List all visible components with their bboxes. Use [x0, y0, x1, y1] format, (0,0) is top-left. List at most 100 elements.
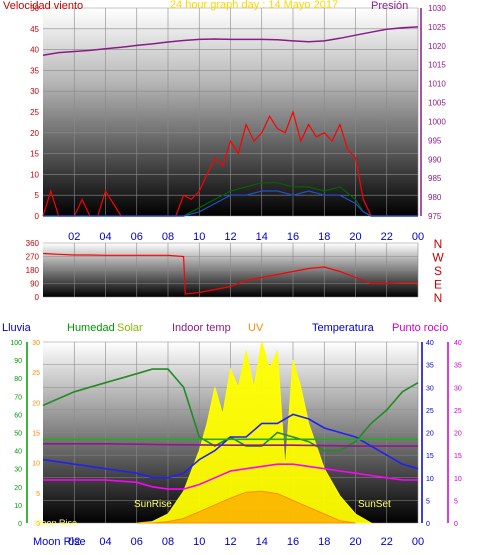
- tick-label-rain: 20: [32, 400, 40, 407]
- tick-label-humidity: 80: [14, 376, 22, 383]
- tick-label-pressure: 980: [428, 193, 442, 202]
- tick-label-humidity: 0: [18, 521, 22, 528]
- series-temp-humidity: [42, 341, 419, 524]
- tick-label-wind-speed: 45: [30, 25, 39, 34]
- tick-label-rain: 30: [32, 340, 40, 347]
- y-axis-humidity: 0 10 20 30 40 50 60 70 80 90 100: [10, 340, 28, 528]
- tick-label-humidity: 60: [14, 412, 22, 419]
- sunrise-annotation: SunRise: [134, 499, 172, 510]
- tick-label-pressure: 975: [428, 212, 442, 221]
- tick-label-rain: 10: [32, 461, 40, 468]
- sunset-annotation: SunSet: [358, 499, 391, 510]
- tick-label-dew-point: 10: [454, 476, 462, 483]
- tick-label-direction: 270: [26, 253, 40, 262]
- tick-label-temperature: 40: [426, 340, 434, 347]
- series-indoor-temp: [43, 442, 418, 447]
- pressure-axis-label: Presión: [371, 0, 408, 12]
- tick-label-temperature: 20: [426, 431, 434, 438]
- tick-label-pressure: 1010: [428, 80, 446, 89]
- tick-label-rain: 0: [36, 521, 40, 528]
- tick-label-humidity: 70: [14, 394, 22, 401]
- tick-label-wind-speed: 50: [30, 4, 39, 13]
- tick-label-hour: 20: [349, 231, 361, 243]
- chart-title: 24 hour graph day : 14 Mayo 2017: [170, 0, 338, 11]
- tick-label-hour: 14: [256, 536, 268, 548]
- tick-label-hour: 12: [224, 536, 236, 548]
- tick-label-pressure: 1025: [428, 23, 446, 32]
- tick-label-humidity: 100: [10, 340, 22, 347]
- y-axis-pressure: 975 980 985 990 995 1000 1005 1010 1015 1020 1025 1…: [420, 4, 446, 221]
- tick-label-pressure: 1000: [428, 117, 446, 126]
- tick-label-hour: 04: [99, 536, 111, 548]
- tick-label-wind-speed: 5: [35, 191, 40, 200]
- moonrise-annotation-small: Moon Rise: [34, 518, 77, 528]
- tick-label-hour: 00: [412, 231, 424, 243]
- tick-label-direction: 90: [30, 280, 39, 289]
- tick-label-pressure: 1020: [428, 42, 446, 51]
- tick-label-wind-speed: 35: [30, 66, 39, 75]
- y-axis-wind-speed: 0 5 10 15 20 25 30 35 40 45 50: [30, 4, 39, 221]
- tick-label-dew-point: 20: [454, 431, 462, 438]
- compass-label-w: W: [432, 251, 444, 265]
- tick-label-hour: 10: [193, 536, 205, 548]
- tick-label-pressure: 995: [428, 136, 442, 145]
- tick-label-temperature: 0: [426, 521, 430, 528]
- tick-label-hour: 14: [256, 231, 268, 243]
- tick-label-hour: 22: [381, 536, 393, 548]
- tick-label-pressure: 1030: [428, 4, 446, 13]
- compass-label-n: N: [434, 291, 443, 305]
- tick-label-wind-speed: 15: [30, 150, 39, 159]
- series-viento-medio: [43, 190, 418, 217]
- tick-label-wind-speed: 0: [35, 212, 40, 221]
- tick-label-rain: 15: [32, 431, 40, 438]
- tick-label-temperature: 25: [426, 408, 434, 415]
- x-axis-panel1: 02 04 06 08 10 12 14 16 18 20 22 00: [68, 231, 424, 243]
- tick-label-dew-point: 35: [454, 363, 462, 370]
- tick-label-hour: 04: [99, 231, 111, 243]
- y-axis-rain: 0 5 10 15 20 25 30: [32, 340, 40, 528]
- tick-label-dew-point: 25: [454, 408, 462, 415]
- tick-label-wind-speed: 20: [30, 129, 39, 138]
- series-temperatura: [42, 413, 419, 479]
- tick-label-temperature: 10: [426, 476, 434, 483]
- tick-label-dew-point: 30: [454, 385, 462, 392]
- tick-label-rain: 25: [32, 370, 40, 377]
- tick-label-pressure: 1005: [428, 99, 446, 108]
- compass-label-s: S: [434, 264, 442, 278]
- x-axis-panel3: 02 04 06 08 10 12 14 16 18 20 22 00: [68, 536, 424, 548]
- tick-label-pressure: 1015: [428, 61, 446, 70]
- series-uv-area: [136, 490, 356, 524]
- temperature-axis-label: Temperatura: [312, 322, 375, 334]
- tick-label-temperature: 35: [426, 363, 434, 370]
- tick-label-hour: 16: [287, 231, 299, 243]
- tick-label-rain: 5: [36, 491, 40, 498]
- series-direccion-viento: [42, 252, 418, 295]
- tick-label-temperature: 30: [426, 385, 434, 392]
- y-axis-temperature: 0 5 10 15 20 25 30 35 40: [421, 340, 434, 528]
- wind-speed-axis-label: Velocidad viento: [3, 0, 83, 12]
- tick-label-humidity: 30: [14, 467, 22, 474]
- series-wind-direction: [42, 252, 418, 295]
- tick-label-hour: 16: [287, 536, 299, 548]
- compass-label-n: N: [434, 237, 443, 251]
- tick-label-hour: 10: [193, 231, 205, 243]
- tick-label-hour: 06: [131, 231, 143, 243]
- moonrise-annotation: Moon Rise: [33, 536, 86, 548]
- tick-label-pressure: 985: [428, 174, 442, 183]
- dew-point-axis-label: Punto rocío: [392, 322, 448, 334]
- compass-label-e: E: [434, 278, 442, 292]
- indoor-temp-axis-label: Indoor temp: [172, 322, 231, 334]
- tick-label-wind-speed: 40: [30, 46, 39, 55]
- tick-label-pressure: 990: [428, 155, 442, 164]
- tick-label-humidity: 50: [14, 431, 22, 438]
- tick-label-temperature: 5: [426, 498, 430, 505]
- tick-label-hour: 18: [318, 536, 330, 548]
- grid-wind-direction: [43, 242, 419, 298]
- series-solar-area: [136, 341, 373, 524]
- solar-axis-label: Solar: [117, 322, 143, 334]
- tick-label-humidity: 20: [14, 485, 22, 492]
- tick-label-wind-speed: 10: [30, 170, 39, 179]
- tick-label-temperature: 15: [426, 453, 434, 460]
